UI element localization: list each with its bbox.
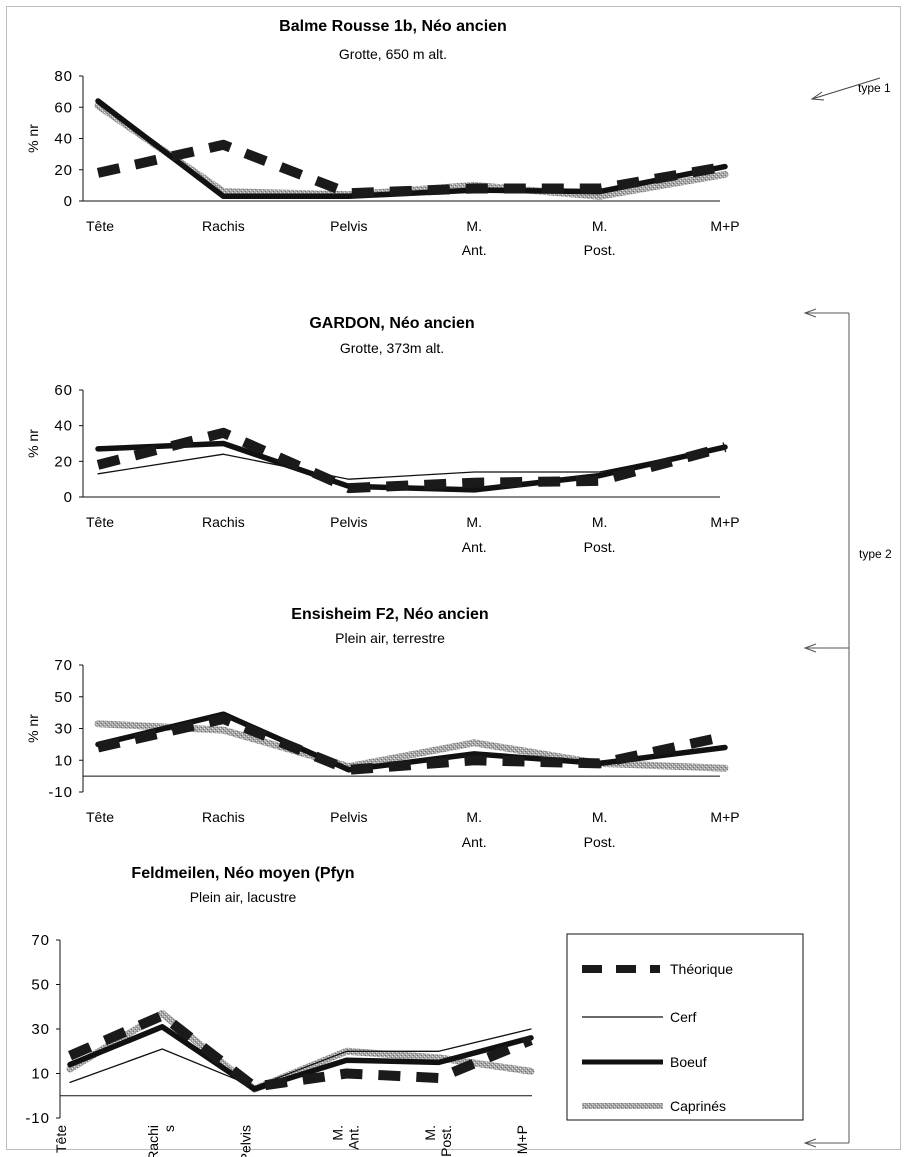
y-tick-label: -10 bbox=[25, 1110, 50, 1127]
figure-frame bbox=[6, 6, 901, 1150]
series-line-caprines bbox=[66, 1009, 535, 1093]
type2-arrowheads-icon bbox=[803, 308, 817, 1148]
x-tick-label: Ant. bbox=[462, 242, 487, 258]
series-line-boeuf bbox=[67, 1024, 534, 1092]
y-tick-label: 60 bbox=[54, 382, 73, 399]
y-tick-label: 30 bbox=[54, 721, 73, 738]
series-line-caprines bbox=[94, 720, 729, 772]
x-tick-label: Ant. bbox=[462, 539, 487, 555]
legend-item-cerf: Cerf bbox=[582, 1009, 697, 1025]
legend-label-theorique: Théorique bbox=[670, 961, 733, 977]
y-tick-label: 0 bbox=[64, 193, 73, 210]
x-tick-label: M+P bbox=[514, 1125, 530, 1154]
chart-subtitle: Plein air, lacustre bbox=[190, 889, 297, 905]
x-tick-label: Ant. bbox=[462, 834, 487, 850]
x-tick-label: M. bbox=[592, 809, 608, 825]
x-tick-label: Post. bbox=[584, 242, 616, 258]
legend-item-theorique: Théorique bbox=[582, 961, 733, 977]
series-line-theorique bbox=[96, 139, 726, 199]
chart-2: GARDON, Néo ancien Grotte, 373m alt. 0 20 40… bbox=[25, 315, 740, 555]
x-tick-label: Pelvis bbox=[330, 514, 367, 530]
y-axis-label: % nr bbox=[25, 714, 41, 743]
chart-title: Ensisheim F2, Néo ancien bbox=[291, 606, 488, 623]
charts-layer: Balme Rousse 1b, Néo ancien Grotte, 650 m… bbox=[25, 18, 740, 1157]
annotation-type1: type 1 bbox=[858, 81, 891, 95]
chart-title: Balme Rousse 1b, Néo ancien bbox=[279, 18, 507, 35]
y-tick-label: 30 bbox=[31, 1021, 50, 1038]
x-tick-label: Ant. bbox=[346, 1125, 362, 1150]
x-tick-label: M. bbox=[330, 1125, 346, 1141]
x-tick-label: M+P bbox=[710, 218, 739, 234]
x-tick-label: Rachi bbox=[145, 1125, 161, 1157]
y-tick-label: -10 bbox=[48, 784, 73, 801]
x-tick-label: Rachis bbox=[202, 809, 245, 825]
x-tick-label: M. bbox=[592, 514, 608, 530]
legend-item-caprines: Caprinés bbox=[582, 1098, 726, 1114]
legend-label-caprines: Caprinés bbox=[670, 1098, 726, 1114]
y-tick-label: 80 bbox=[54, 68, 73, 85]
x-tick-label: Post. bbox=[438, 1125, 454, 1157]
chart-subtitle: Plein air, terrestre bbox=[335, 630, 445, 646]
x-tick-label: Tête bbox=[53, 1125, 69, 1153]
y-tick-label: 40 bbox=[54, 418, 73, 435]
chart-3: Ensisheim F2, Néo ancien Plein air, terre… bbox=[25, 606, 740, 850]
chart-subtitle: Grotte, 650 m alt. bbox=[339, 46, 447, 62]
chart-title: GARDON, Néo ancien bbox=[309, 315, 474, 332]
y-tick-label: 20 bbox=[54, 162, 73, 179]
y-tick-label: 60 bbox=[54, 99, 73, 116]
y-tick-label: 10 bbox=[31, 1066, 50, 1083]
chart-1: Balme Rousse 1b, Néo ancien Grotte, 650 m… bbox=[25, 18, 740, 258]
x-tick-label: M. bbox=[466, 218, 482, 234]
y-axis-label: % nr bbox=[25, 429, 41, 458]
x-tick-label: Tête bbox=[86, 514, 114, 530]
x-tick-label: Rachis bbox=[202, 218, 245, 234]
legend-item-boeuf: Boeuf bbox=[582, 1054, 707, 1070]
series-line-cerf bbox=[69, 1028, 532, 1088]
series-line-theorique bbox=[96, 714, 727, 775]
series-line-theorique bbox=[96, 427, 727, 494]
y-tick-label: 0 bbox=[64, 489, 73, 506]
x-tick-label: s bbox=[161, 1125, 177, 1132]
y-tick-label: 40 bbox=[54, 131, 73, 148]
x-tick-label: Pelvis bbox=[330, 218, 367, 234]
y-tick-label: 50 bbox=[31, 977, 50, 994]
x-tick-label: Post. bbox=[584, 834, 616, 850]
x-tick-label: M+P bbox=[710, 514, 739, 530]
type1-arrow-icon bbox=[810, 77, 881, 101]
chart-4: Feldmeilen, Néo moyen (Pfyn Plein air, la… bbox=[25, 865, 535, 1157]
series-line-boeuf bbox=[95, 440, 728, 493]
y-tick-label: 50 bbox=[54, 689, 73, 706]
series-line-cerf bbox=[97, 446, 726, 480]
x-tick-label: M. bbox=[422, 1125, 438, 1141]
y-tick-label: 10 bbox=[54, 752, 73, 769]
x-tick-label: Post. bbox=[584, 539, 616, 555]
x-tick-label: Pelvis bbox=[237, 1125, 253, 1157]
legend-label-boeuf: Boeuf bbox=[670, 1054, 707, 1070]
chart-subtitle: Grotte, 373m alt. bbox=[340, 340, 444, 356]
legend-label-cerf: Cerf bbox=[670, 1009, 697, 1025]
y-axis-label: % nr bbox=[25, 124, 41, 153]
series-line-theorique bbox=[68, 1010, 533, 1092]
x-tick-label: Tête bbox=[86, 218, 114, 234]
x-tick-label: M. bbox=[466, 514, 482, 530]
x-tick-label: Pelvis bbox=[330, 809, 367, 825]
y-tick-label: 70 bbox=[31, 932, 50, 949]
x-tick-label: M+P bbox=[710, 809, 739, 825]
x-tick-label: M. bbox=[466, 809, 482, 825]
x-tick-label: Rachis bbox=[202, 514, 245, 530]
y-tick-label: 70 bbox=[54, 657, 73, 674]
type2-bracket bbox=[805, 312, 850, 1144]
x-tick-label: M. bbox=[592, 218, 608, 234]
legend-box bbox=[566, 933, 804, 1121]
legend: Théorique Cerf Boeuf Caprinés bbox=[566, 933, 804, 1121]
chart-title: Feldmeilen, Néo moyen (Pfyn bbox=[131, 865, 354, 882]
x-tick-label: Tête bbox=[86, 809, 114, 825]
y-tick-label: 20 bbox=[54, 453, 73, 470]
annotation-type2: type 2 bbox=[859, 547, 892, 561]
